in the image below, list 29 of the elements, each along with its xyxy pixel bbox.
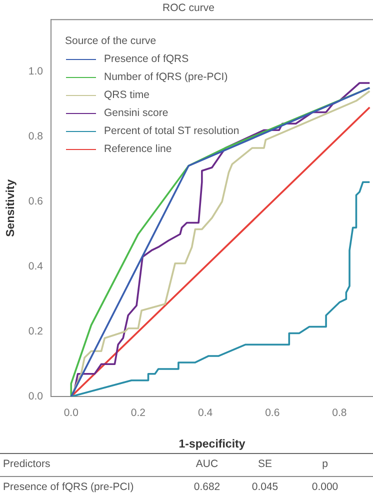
x-tick-label: 0.0 — [64, 406, 79, 419]
text: 0.045 — [252, 481, 278, 493]
text: 0.682 — [194, 481, 220, 493]
text: 0.000 — [312, 481, 338, 493]
text: Predictors — [3, 458, 50, 470]
legend-label: QRS time — [104, 88, 150, 103]
legend-label: Percent of total ST resolution — [104, 124, 240, 139]
y-tick-label: 0.0 — [28, 390, 44, 402]
x-tick-label: 0.4 — [198, 406, 213, 419]
legend-title: Source of the curve — [65, 34, 158, 49]
y-tick-label: 0.2 — [28, 325, 44, 338]
text: SE — [258, 458, 272, 470]
legend-label: Reference line — [104, 142, 172, 157]
x-tick-label: 0.8 — [332, 406, 347, 419]
y-tick-label: 0.4 — [28, 260, 44, 272]
legend-label: Number of fQRS (pre-PCI) — [104, 70, 228, 85]
x-tick-label: 0.6 — [265, 406, 280, 419]
x-axis-title: 1-specificity — [178, 438, 246, 450]
y-tick-label: 0.6 — [28, 195, 44, 208]
text: AUC — [196, 458, 218, 470]
x-tick-label: 0.2 — [130, 406, 146, 419]
chart-title: ROC curve — [162, 2, 215, 14]
y-tick-label: 1.0 — [28, 65, 44, 78]
y-axis-title: Sensitivity — [5, 178, 18, 237]
legend-label: Presence of fQRS — [104, 52, 189, 67]
text: Presence of fQRS (pre-PCI) — [3, 481, 134, 493]
legend-label: Gensini score — [104, 106, 168, 121]
text: p — [322, 458, 328, 470]
y-tick-label: 0.8 — [28, 130, 44, 142]
